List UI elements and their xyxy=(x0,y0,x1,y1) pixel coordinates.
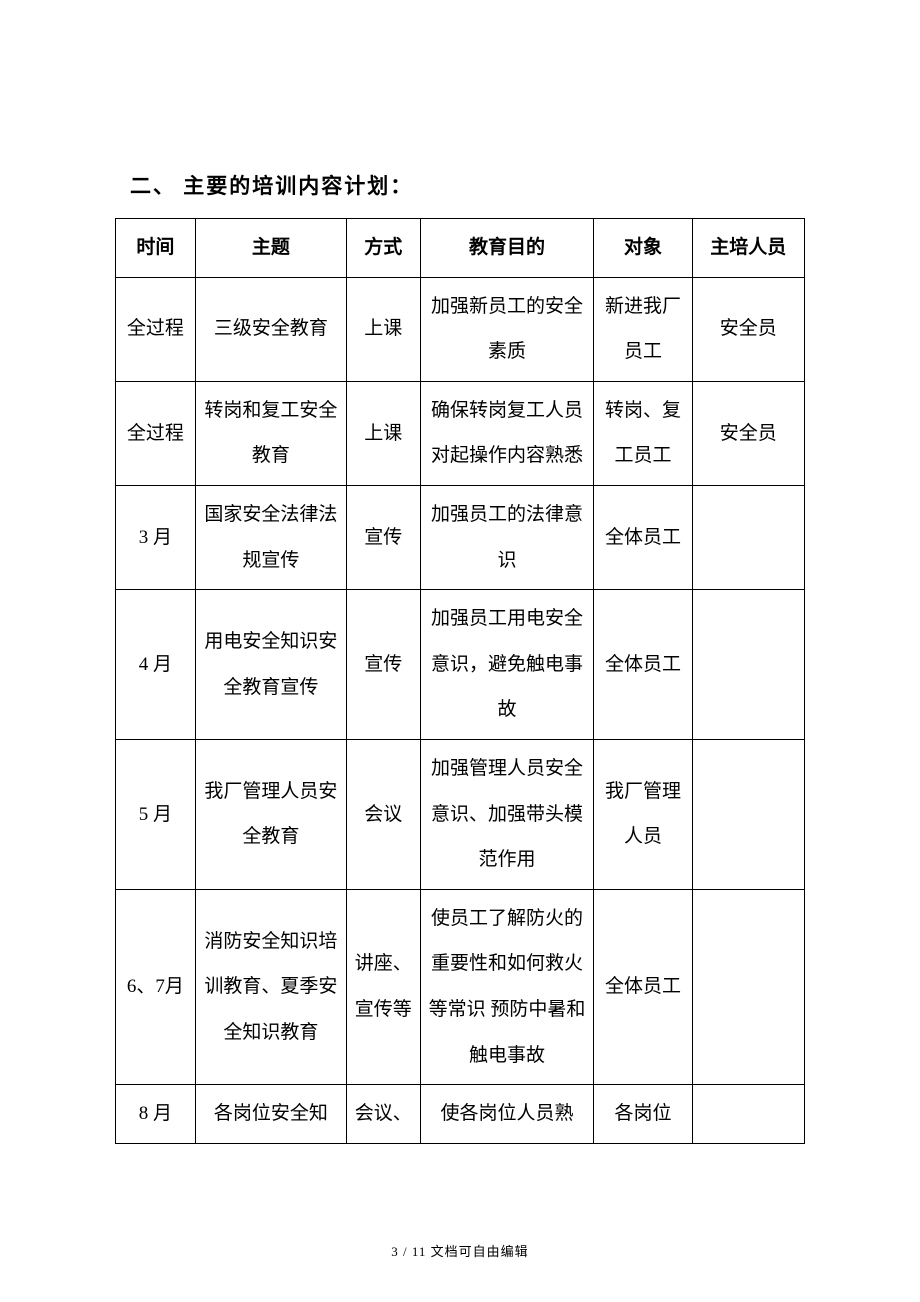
cell-topic: 国家安全法律法规宣传 xyxy=(195,485,346,589)
table-row: 全过程 转岗和复工安全教育 上课 确保转岗复工人员对起操作内容熟悉 转岗、复工员… xyxy=(116,381,805,485)
cell-topic: 消防安全知识培训教育、夏季安全知识教育 xyxy=(195,889,346,1084)
cell-trainer xyxy=(692,739,804,889)
cell-trainer xyxy=(692,590,804,740)
cell-time: 全过程 xyxy=(116,277,196,381)
cell-target: 全体员工 xyxy=(594,590,692,740)
cell-trainer xyxy=(692,1085,804,1144)
cell-topic: 转岗和复工安全教育 xyxy=(195,381,346,485)
col-header-method: 方式 xyxy=(347,219,421,278)
table-row: 5 月 我厂管理人员安全教育 会议 加强管理人员安全意识、加强带头模范作用 我厂… xyxy=(116,739,805,889)
cell-method: 会议 xyxy=(347,739,421,889)
cell-topic: 三级安全教育 xyxy=(195,277,346,381)
cell-trainer xyxy=(692,485,804,589)
col-header-purpose: 教育目的 xyxy=(420,219,594,278)
training-plan-table: 时间 主题 方式 教育目的 对象 主培人员 全过程 三级安全教育 上课 加强新员… xyxy=(115,218,805,1144)
cell-target: 全体员工 xyxy=(594,485,692,589)
cell-time: 3 月 xyxy=(116,485,196,589)
table-row: 全过程 三级安全教育 上课 加强新员工的安全素质 新进我厂员工 安全员 xyxy=(116,277,805,381)
cell-purpose: 使各岗位人员熟 xyxy=(420,1085,594,1144)
cell-purpose: 加强管理人员安全意识、加强带头模范作用 xyxy=(420,739,594,889)
page-footer: 3 / 11 文档可自由编辑 xyxy=(0,1241,920,1260)
cell-topic: 各岗位安全知 xyxy=(195,1085,346,1144)
col-header-topic: 主题 xyxy=(195,219,346,278)
cell-purpose: 使员工了解防火的重要性和如何救火等常识 预防中暑和触电事故 xyxy=(420,889,594,1084)
cell-purpose: 确保转岗复工人员对起操作内容熟悉 xyxy=(420,381,594,485)
cell-target: 转岗、复工员工 xyxy=(594,381,692,485)
cell-target: 全体员工 xyxy=(594,889,692,1084)
cell-topic: 用电安全知识安全教育宣传 xyxy=(195,590,346,740)
cell-method: 上课 xyxy=(347,381,421,485)
table-row: 8 月 各岗位安全知 会议、 使各岗位人员熟 各岗位 xyxy=(116,1085,805,1144)
cell-method: 讲座、宣传等 xyxy=(347,889,421,1084)
cell-target: 各岗位 xyxy=(594,1085,692,1144)
cell-topic: 我厂管理人员安全教育 xyxy=(195,739,346,889)
cell-method: 会议、 xyxy=(347,1085,421,1144)
cell-time: 全过程 xyxy=(116,381,196,485)
cell-trainer: 安全员 xyxy=(692,277,804,381)
section-heading: 二、 主要的培训内容计划： xyxy=(115,170,805,200)
col-header-time: 时间 xyxy=(116,219,196,278)
cell-method: 上课 xyxy=(347,277,421,381)
cell-purpose: 加强新员工的安全素质 xyxy=(420,277,594,381)
col-header-target: 对象 xyxy=(594,219,692,278)
cell-time: 6、7月 xyxy=(116,889,196,1084)
table-row: 3 月 国家安全法律法规宣传 宣传 加强员工的法律意识 全体员工 xyxy=(116,485,805,589)
cell-time: 4 月 xyxy=(116,590,196,740)
cell-trainer xyxy=(692,889,804,1084)
cell-target: 我厂管理人员 xyxy=(594,739,692,889)
cell-method: 宣传 xyxy=(347,485,421,589)
table-row: 6、7月 消防安全知识培训教育、夏季安全知识教育 讲座、宣传等 使员工了解防火的… xyxy=(116,889,805,1084)
col-header-trainer: 主培人员 xyxy=(692,219,804,278)
cell-method: 宣传 xyxy=(347,590,421,740)
cell-purpose: 加强员工用电安全意识，避免触电事故 xyxy=(420,590,594,740)
table-header-row: 时间 主题 方式 教育目的 对象 主培人员 xyxy=(116,219,805,278)
cell-time: 8 月 xyxy=(116,1085,196,1144)
cell-purpose: 加强员工的法律意识 xyxy=(420,485,594,589)
table-row: 4 月 用电安全知识安全教育宣传 宣传 加强员工用电安全意识，避免触电事故 全体… xyxy=(116,590,805,740)
cell-target: 新进我厂员工 xyxy=(594,277,692,381)
cell-trainer: 安全员 xyxy=(692,381,804,485)
cell-time: 5 月 xyxy=(116,739,196,889)
